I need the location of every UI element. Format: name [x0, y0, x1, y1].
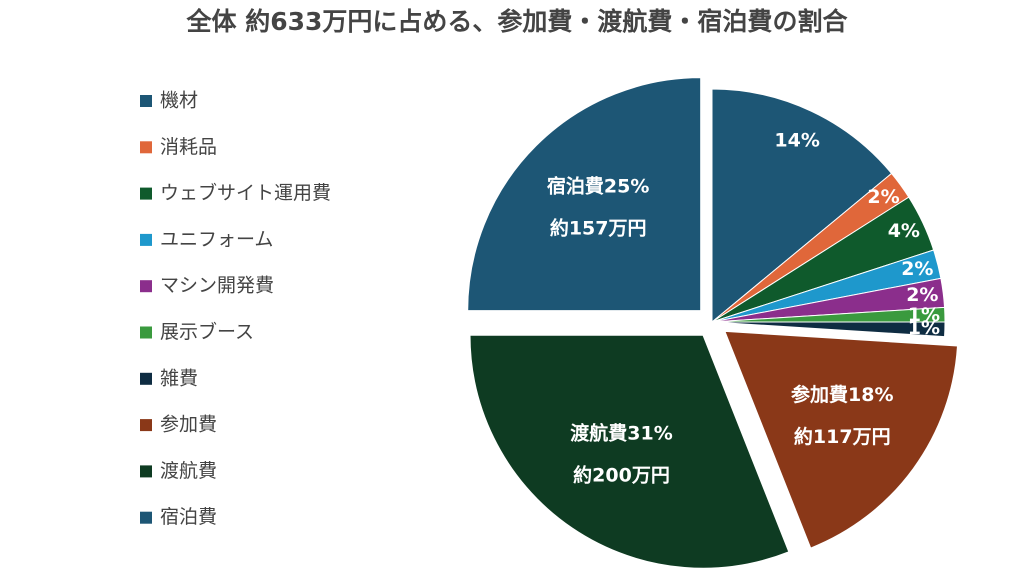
legend-swatch	[140, 372, 152, 385]
legend-swatch	[140, 511, 152, 524]
legend-swatch	[140, 280, 152, 293]
legend-label: 渡航費	[160, 460, 217, 482]
slice-label: 約200万円	[573, 464, 670, 487]
legend-label: 参加費	[160, 414, 217, 436]
legend-swatch	[140, 141, 152, 154]
pie-slice	[469, 334, 790, 569]
legend-swatch	[140, 233, 152, 246]
legend-label: 消耗品	[160, 136, 217, 158]
legend-label: ウェブサイト運用費	[160, 181, 331, 204]
legend-label: ユニフォーム	[160, 228, 273, 250]
slice-label: 2%	[901, 258, 933, 280]
slice-label: 14%	[774, 130, 819, 152]
slice-label: 4%	[888, 220, 920, 242]
legend-label: マシン開発費	[160, 275, 274, 297]
slice-label: 1%	[908, 317, 940, 339]
slice-label: 渡航費31%	[570, 422, 672, 445]
chart-title: 全体 約633万円に占める、参加費・渡航費・宿泊費の割合	[186, 7, 849, 36]
legend-swatch	[140, 187, 152, 200]
slice-label: 1%	[908, 304, 940, 326]
pie-slice	[724, 330, 959, 549]
legend-label: 展示ブース	[160, 320, 254, 343]
legend-label: 雑費	[160, 367, 198, 389]
legend-swatch	[140, 95, 152, 107]
slice-label: 宿泊費25%	[547, 175, 649, 198]
slice-label: 約157万円	[550, 217, 647, 240]
slice-label: 2%	[867, 186, 899, 208]
pie-slice	[711, 88, 893, 324]
pie-slice	[711, 321, 946, 338]
legend-label: 機材	[160, 90, 198, 112]
pie-slice	[467, 77, 702, 312]
legend-swatch	[140, 465, 152, 478]
slice-label: 2%	[906, 284, 938, 306]
slice-label: 参加費18%	[791, 383, 893, 406]
slice-label: 約117万円	[794, 425, 891, 448]
legend-swatch	[140, 419, 152, 432]
legend-label: 宿泊費	[160, 506, 217, 528]
legend-swatch	[140, 326, 152, 339]
